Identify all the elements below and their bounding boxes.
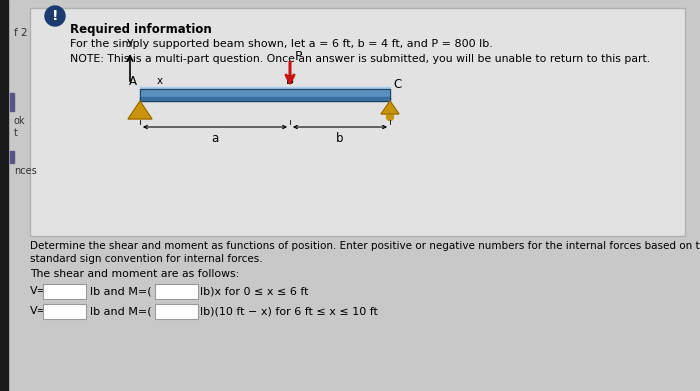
Circle shape	[45, 6, 65, 26]
FancyBboxPatch shape	[43, 303, 85, 319]
Text: ok: ok	[14, 116, 25, 126]
Bar	[10, 151, 14, 163]
Text: b: b	[336, 132, 344, 145]
Text: lb)(10 ft − x) for 6 ft ≤ x ≤ 10 ft: lb)(10 ft − x) for 6 ft ≤ x ≤ 10 ft	[200, 306, 378, 316]
Text: P: P	[295, 50, 302, 63]
Circle shape	[386, 113, 393, 120]
Text: lb and M=(: lb and M=(	[90, 286, 152, 296]
Text: V=: V=	[30, 306, 47, 316]
FancyBboxPatch shape	[155, 303, 197, 319]
Text: lb and M=(: lb and M=(	[90, 306, 152, 316]
Text: Determine the shear and moment as functions of position. Enter positive or negat: Determine the shear and moment as functi…	[30, 241, 700, 251]
Text: nces: nces	[14, 166, 36, 176]
Text: C: C	[393, 78, 401, 91]
Text: !: !	[52, 9, 58, 23]
Bar	[8, 236, 700, 391]
Bar	[140, 97, 390, 101]
Bar	[10, 93, 14, 111]
Text: lb)x for 0 ≤ x ≤ 6 ft: lb)x for 0 ≤ x ≤ 6 ft	[200, 286, 309, 296]
Text: x: x	[157, 76, 163, 86]
Polygon shape	[128, 101, 152, 119]
Text: V=: V=	[30, 286, 47, 296]
Bar	[140, 89, 390, 101]
Text: NOTE: This is a multi-part question. Once an answer is submitted, you will be un: NOTE: This is a multi-part question. Onc…	[70, 54, 650, 64]
Text: standard sign convention for internal forces.: standard sign convention for internal fo…	[30, 254, 262, 264]
Text: A: A	[129, 75, 137, 88]
Text: a: a	[211, 132, 218, 145]
Text: For the simply supported beam shown, let a = 6 ft, b = 4 ft, and P = 800 lb.: For the simply supported beam shown, let…	[70, 39, 493, 49]
Text: y: y	[127, 37, 133, 47]
Polygon shape	[381, 101, 399, 114]
Bar	[140, 89, 390, 100]
Bar	[30, 8, 685, 236]
FancyBboxPatch shape	[43, 283, 85, 298]
FancyBboxPatch shape	[155, 283, 197, 298]
Text: Required information: Required information	[70, 23, 211, 36]
Text: B: B	[286, 74, 294, 87]
Text: f 2: f 2	[14, 28, 27, 38]
Text: The shear and moment are as follows:: The shear and moment are as follows:	[30, 269, 239, 279]
Bar	[140, 87, 390, 91]
Bar	[0, 0, 8, 391]
Text: t: t	[14, 128, 18, 138]
